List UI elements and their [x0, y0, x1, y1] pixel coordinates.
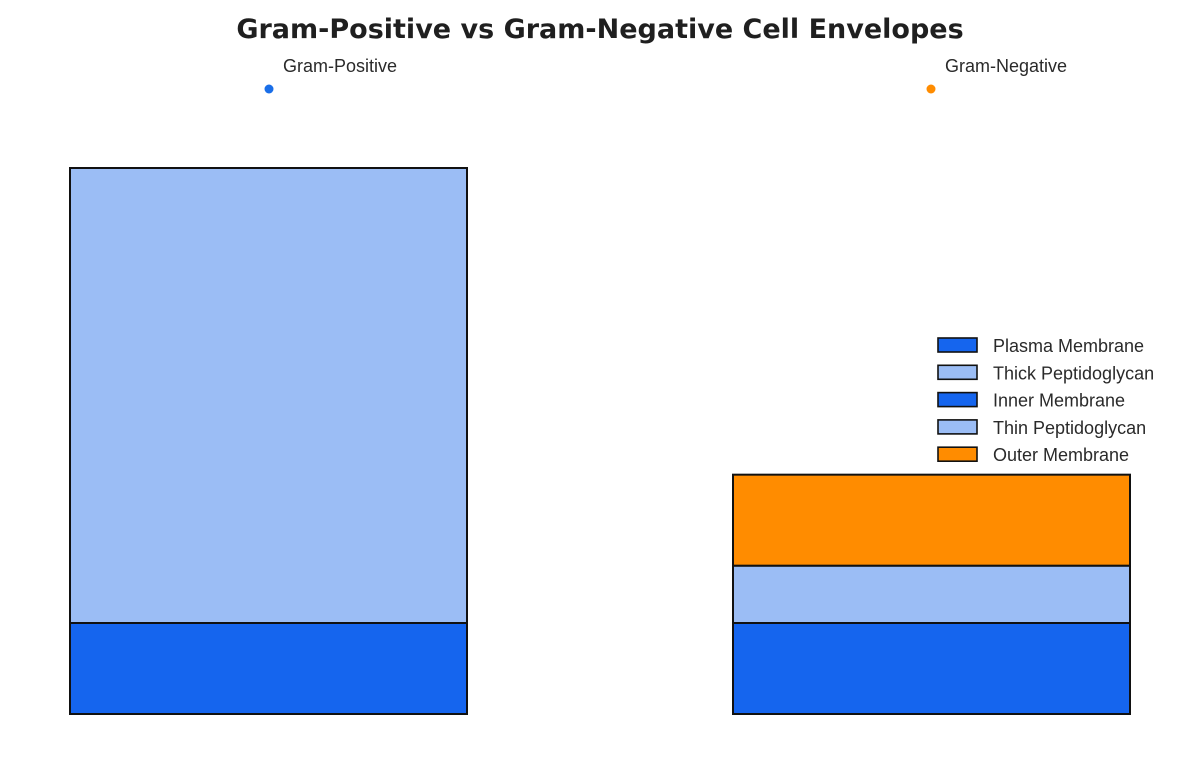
legend-swatch-thick-peptidoglycan — [937, 364, 978, 381]
legend-label-thin-peptidoglycan: Thin Peptidoglycan — [993, 418, 1146, 438]
group-marker-gram-positive — [264, 84, 274, 94]
legend-swatch-inner-membrane — [937, 391, 978, 408]
chart-title: Gram-Positive vs Gram-Negative Cell Enve… — [236, 14, 963, 45]
bars — [69, 167, 1131, 715]
legend-label-thick-peptidoglycan: Thick Peptidoglycan — [993, 363, 1154, 383]
legend: Plasma Membrane Thick Peptidoglycan Inner … — [937, 336, 1154, 465]
legend-swatch-outer-membrane — [937, 446, 978, 463]
legend-label-outer-membrane: Outer Membrane — [993, 445, 1129, 465]
group-labels: Gram-Positive Gram-Negative — [264, 56, 1067, 94]
group-marker-gram-negative — [926, 84, 936, 94]
bar-segment-gram-positive-plasma-membrane — [69, 622, 468, 715]
legend-swatch-thin-peptidoglycan — [937, 419, 978, 435]
legend-swatch-plasma-membrane — [937, 337, 978, 353]
group-label-gram-positive: Gram-Positive — [283, 56, 397, 76]
bar-segment-gram-negative-inner-membrane — [732, 622, 1131, 715]
bar-segment-gram-positive-thick-peptidoglycan — [69, 167, 468, 624]
legend-label-inner-membrane: Inner Membrane — [993, 391, 1125, 411]
group-label-gram-negative: Gram-Negative — [945, 56, 1067, 76]
bar-segment-gram-negative-thin-peptidoglycan — [732, 564, 1131, 624]
bar-segment-gram-negative-outer-membrane — [732, 473, 1131, 567]
legend-label-plasma-membrane: Plasma Membrane — [993, 336, 1144, 356]
